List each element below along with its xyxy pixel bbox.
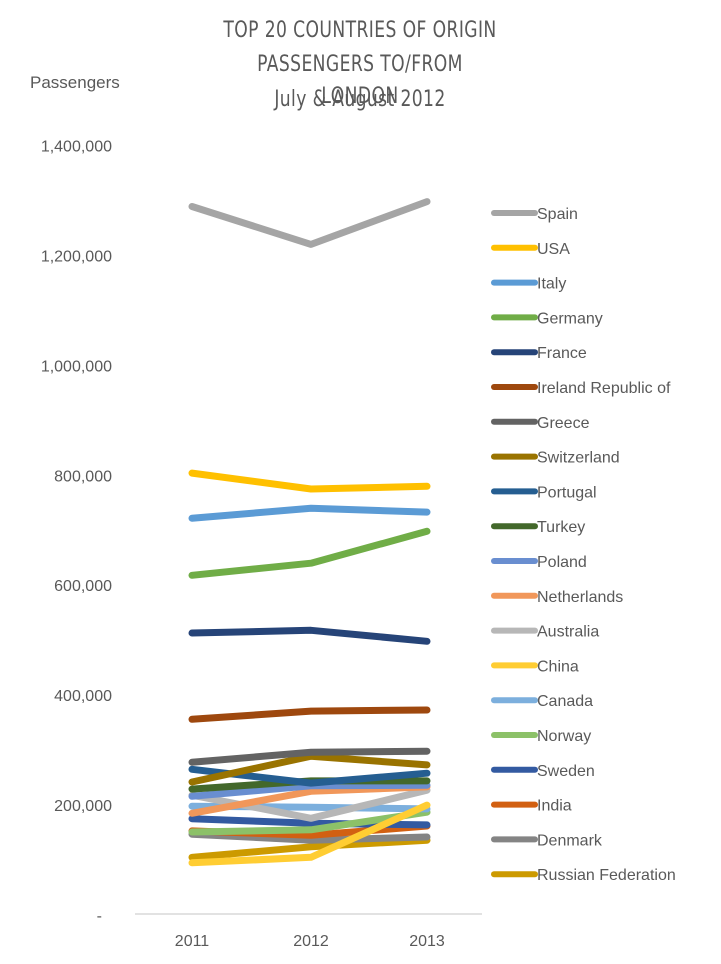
legend-item: Norway bbox=[491, 728, 591, 745]
legend-item: Russian Federation bbox=[491, 867, 676, 884]
legend-label: Switzerland bbox=[537, 450, 620, 467]
legend-label: USA bbox=[537, 241, 570, 258]
legend-item: Ireland Republic of bbox=[491, 380, 671, 397]
series-line-switzerland bbox=[188, 752, 431, 786]
legend-label: Portugal bbox=[537, 484, 597, 501]
series-line-usa bbox=[188, 469, 431, 493]
legend-item: Sweden bbox=[491, 763, 595, 780]
legend-label: Spain bbox=[537, 206, 578, 223]
legend-label: India bbox=[537, 798, 572, 815]
series-line-norway bbox=[188, 808, 431, 836]
legend-label: Canada bbox=[537, 693, 593, 710]
legend-label: Turkey bbox=[537, 519, 585, 536]
legend-label: Poland bbox=[537, 554, 587, 571]
legend-item: Australia bbox=[491, 624, 599, 641]
series-line-denmark bbox=[188, 830, 431, 844]
y-tick-label: 1,200,000 bbox=[41, 248, 112, 265]
legend-item: USA bbox=[491, 241, 570, 258]
legend-label: Netherlands bbox=[537, 589, 623, 606]
y-tick-label: 1,000,000 bbox=[41, 358, 112, 375]
legend-item: Germany bbox=[491, 310, 603, 327]
y-tick-label: 200,000 bbox=[54, 798, 112, 815]
legend-item: Denmark bbox=[491, 832, 603, 849]
legend-label: Australia bbox=[537, 624, 599, 641]
legend-item: Switzerland bbox=[491, 450, 620, 467]
series-line-germany bbox=[188, 527, 431, 579]
series-line-france bbox=[188, 626, 431, 645]
legend-item: Netherlands bbox=[491, 589, 623, 606]
legend-label: Greece bbox=[537, 415, 590, 432]
legend-item: Canada bbox=[491, 693, 593, 710]
legend-item: Greece bbox=[491, 415, 590, 432]
series-lines bbox=[188, 198, 431, 867]
series-line-russian-federation bbox=[188, 836, 431, 861]
chart-title: TOP 20 COUNTRIES OF ORIGIN bbox=[223, 18, 497, 43]
legend-item: China bbox=[491, 658, 579, 675]
x-tick-label: 2013 bbox=[409, 933, 445, 950]
series-line-ireland-republic-of bbox=[188, 706, 431, 723]
y-axis-label: Passengers bbox=[30, 73, 120, 92]
legend-label: Germany bbox=[537, 310, 603, 327]
legend-item: Poland bbox=[491, 554, 587, 571]
y-tick-label: 600,000 bbox=[54, 578, 112, 595]
legend: Spain USA Italy Germany France Ireland Republ… bbox=[491, 206, 676, 884]
legend-item: Portugal bbox=[491, 484, 597, 501]
legend-label: Russian Federation bbox=[537, 867, 676, 884]
x-tick-label: 2011 bbox=[175, 933, 210, 950]
legend-label: China bbox=[537, 658, 579, 675]
y-tick-label: - bbox=[97, 908, 102, 925]
legend-item: Turkey bbox=[491, 519, 585, 536]
legend-label: France bbox=[537, 345, 587, 362]
legend-item: France bbox=[491, 345, 587, 362]
y-tick-label: 800,000 bbox=[54, 468, 112, 485]
legend-item: India bbox=[491, 798, 572, 815]
legend-label: Denmark bbox=[537, 832, 603, 849]
legend-label: Italy bbox=[537, 276, 566, 293]
legend-item: Spain bbox=[491, 206, 578, 223]
x-tick-label: 2012 bbox=[293, 933, 329, 950]
series-line-spain bbox=[188, 198, 431, 248]
legend-item: Italy bbox=[491, 276, 566, 293]
y-tick-label: 1,400,000 bbox=[41, 139, 112, 156]
legend-label: Norway bbox=[537, 728, 591, 745]
y-tick-label: 400,000 bbox=[54, 688, 112, 705]
x-axis-ticks: 2011 2012 2013 bbox=[175, 933, 445, 950]
series-line-greece bbox=[188, 747, 431, 766]
legend-label: Ireland Republic of bbox=[537, 380, 671, 397]
chart-subtitle: PASSENGERS TO/FROM LONDON bbox=[257, 52, 463, 109]
legend-label: Sweden bbox=[537, 763, 595, 780]
y-axis-ticks: - 200,000 400,000 600,000 800,000 1,000,000 1,… bbox=[41, 139, 112, 926]
series-line-italy bbox=[188, 504, 431, 522]
chart-subtitle-date: July & August 2012 bbox=[274, 87, 446, 112]
series-line-china bbox=[188, 801, 431, 867]
